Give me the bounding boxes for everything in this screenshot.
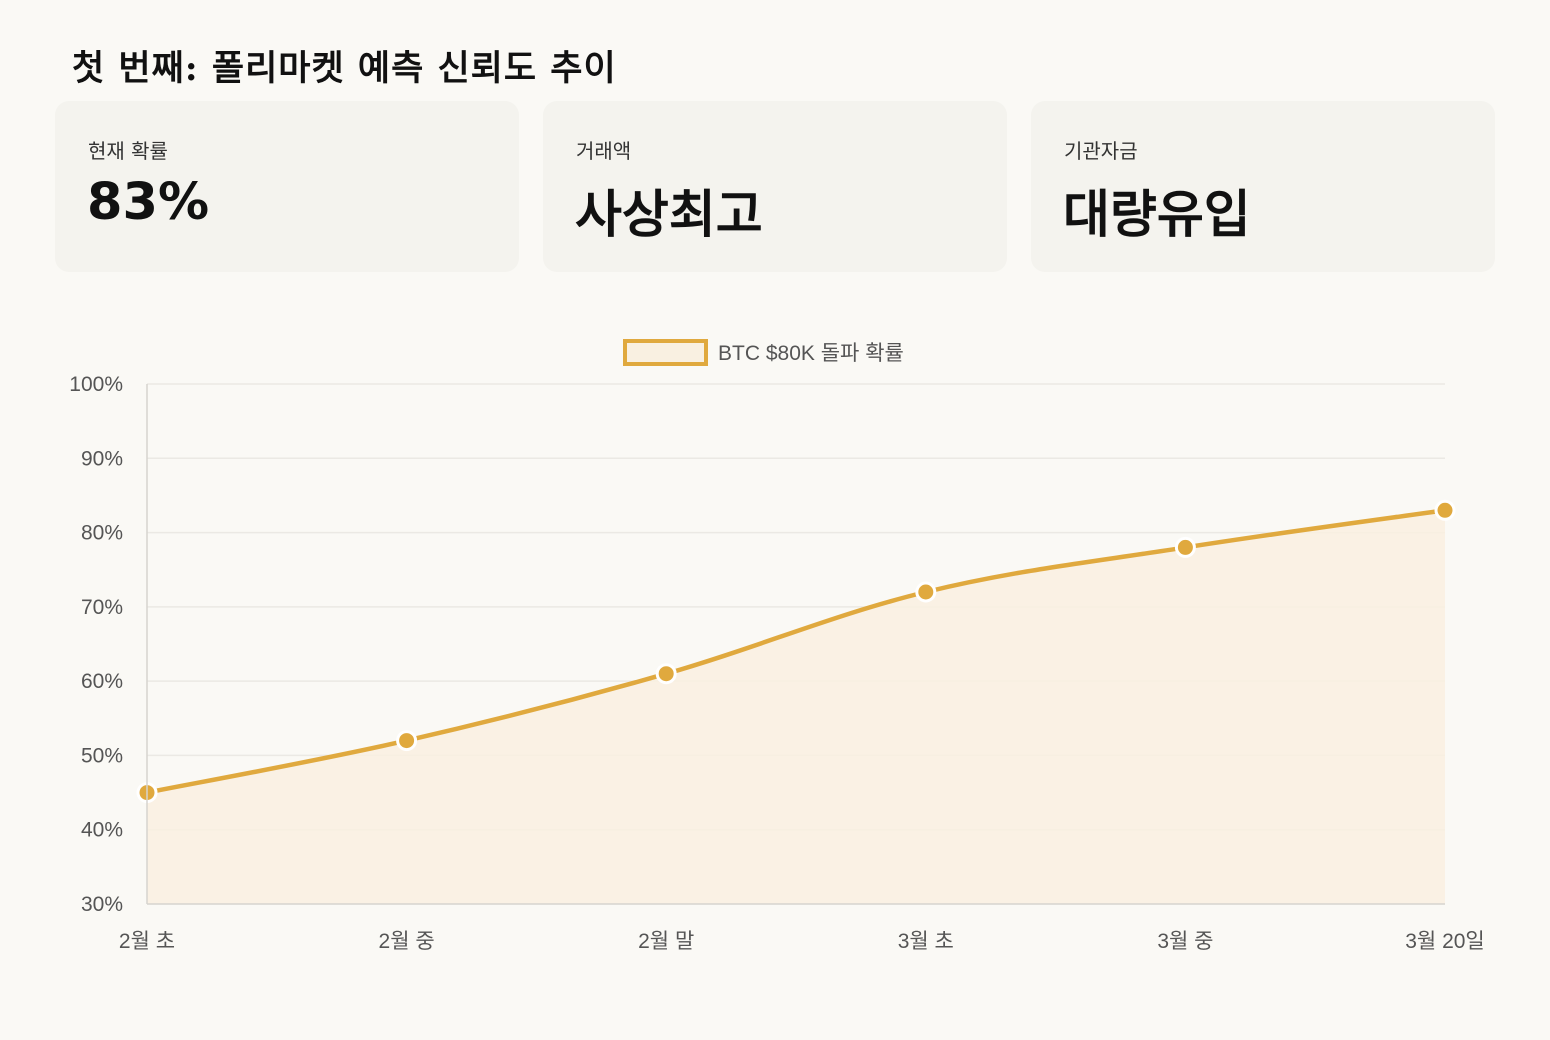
x-tick-label: 3월 중 <box>1157 930 1213 953</box>
y-tick-label: 70% <box>81 596 123 619</box>
series-area <box>147 510 1445 904</box>
y-tick-label: 60% <box>81 670 123 693</box>
stat-card-label: 거래액 <box>576 139 632 163</box>
stat-card-current-probability: 현재 확률 83% <box>55 101 519 272</box>
data-point[interactable] <box>396 730 418 752</box>
series-line <box>144 508 1448 795</box>
legend-swatch <box>623 339 708 366</box>
data-point[interactable] <box>655 663 677 685</box>
y-axis-tick-labels: 30% 40% 50% 60% 70% 80% 90% 100% <box>69 373 123 916</box>
y-tick-label: 80% <box>81 522 123 545</box>
x-axis-tick-labels: 2월 초 2월 중 2월 말 3월 초 3월 중 3월 20일 <box>119 930 1485 953</box>
x-tick-label: 2월 초 <box>119 930 175 953</box>
series-points <box>136 499 1456 804</box>
stat-cards: 현재 확률 83% 거래액 사상최고 기관자금 대량유입 <box>55 101 1495 272</box>
legend-label: BTC $80K 돌파 확률 <box>718 342 904 365</box>
y-tick-label: 90% <box>81 447 123 470</box>
data-point[interactable] <box>1174 536 1196 558</box>
stat-card-value: 사상최고 <box>575 186 763 245</box>
stat-card-label: 기관자금 <box>1064 139 1138 163</box>
chart-legend[interactable]: BTC $80K 돌파 확률 <box>623 339 904 366</box>
page-title: 첫 번째: 폴리마켓 예측 신뢰도 추이 <box>72 48 617 89</box>
y-tick-label: 100% <box>69 373 123 396</box>
stat-card-value: 대량유입 <box>1063 186 1251 245</box>
data-point[interactable] <box>1434 499 1456 521</box>
x-tick-label: 3월 초 <box>898 930 954 953</box>
x-tick-label: 2월 말 <box>638 930 694 953</box>
stat-card-label: 현재 확률 <box>88 139 168 163</box>
probability-line-chart: BTC $80K 돌파 확률 30% 40% 50% 60% 70% 80% 90% 100%… <box>69 339 1485 953</box>
series-line-path <box>144 508 1448 795</box>
stat-card-value: 83% <box>87 173 210 232</box>
data-point[interactable] <box>915 581 937 603</box>
x-tick-label: 2월 중 <box>379 930 435 953</box>
stat-card-volume: 거래액 사상최고 <box>543 101 1007 272</box>
y-tick-label: 50% <box>81 744 123 767</box>
x-tick-label: 3월 20일 <box>1405 930 1485 953</box>
series-area-fill <box>147 510 1445 904</box>
y-tick-label: 30% <box>81 893 123 916</box>
y-tick-label: 40% <box>81 819 123 842</box>
stat-card-institutional-funds: 기관자금 대량유입 <box>1031 101 1495 272</box>
